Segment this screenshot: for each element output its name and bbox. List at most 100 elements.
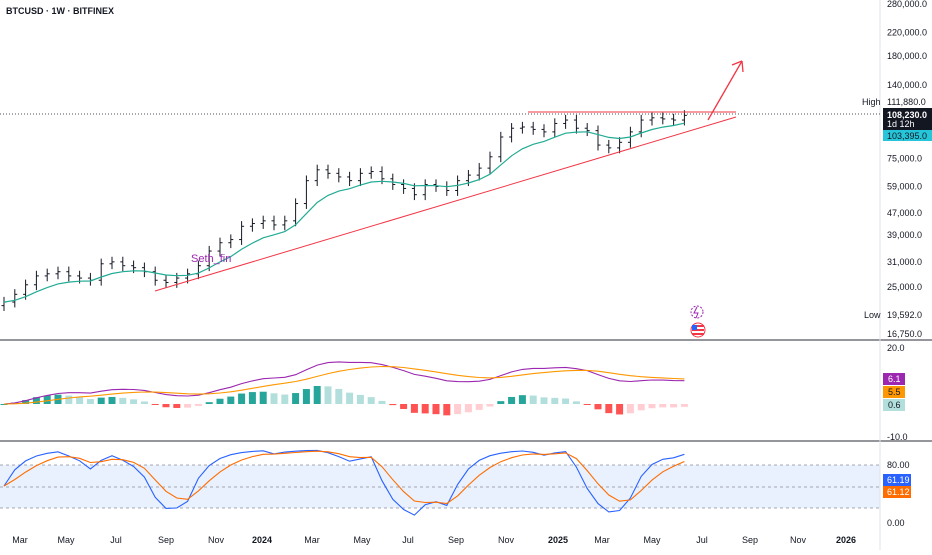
signal-value: 5.5 [888,387,901,397]
histogram-bar [292,393,300,404]
candles-group [1,110,687,312]
histogram-bar [270,393,278,404]
price-axis[interactable]: 280,000.0 220,000.0 180,000.0 140,000.0 75,0… [887,0,927,339]
time-tick: Sep [158,535,174,545]
stoch-band [0,465,880,508]
histogram-bar [572,401,580,404]
histogram-bar [302,389,310,404]
price-tick: 25,000.0 [887,282,922,292]
price-tick: 16,750.0 [887,329,922,339]
us-flag-icon[interactable] [690,322,706,338]
histogram-bar [259,391,267,404]
histogram-bar [356,394,364,404]
histogram-bar [281,394,289,404]
macd-value-badge [883,373,905,385]
stoch-tick-80: 80.00 [887,460,910,470]
stoch-d-value: 61.12 [887,487,910,497]
histogram-bar [594,404,602,410]
stoch-k-badge [883,474,911,486]
histogram-bar [432,404,440,415]
histogram-bar [32,397,40,404]
histogram-bar [486,404,494,407]
histogram-bar [0,404,8,405]
macd-line [3,361,685,405]
histogram-bar [205,402,213,404]
time-tick: Mar [594,535,610,545]
histogram-bar [400,404,408,409]
last-price-value: 108,230.0 [887,110,927,120]
histogram-bar [421,404,429,414]
time-tick: Mar [304,535,320,545]
histogram-bar [367,397,375,404]
histogram-bar [324,386,332,404]
histogram-bar [97,397,105,404]
histogram-bar [464,404,472,413]
histogram-bar [22,400,30,404]
histogram-bar [43,395,51,404]
time-tick: Jul [110,535,122,545]
histogram-bar [605,404,613,414]
price-tick: 180,000.0 [887,51,927,61]
histogram-bar [76,397,84,404]
macd-value: 6.1 [888,374,901,384]
arrow-head-icon [731,60,744,73]
author-watermark: Seth_fin [191,253,231,265]
stoch-k-value: 61.19 [887,475,910,485]
time-tick: Nov [790,535,807,545]
stoch-tick-0: 0.00 [887,518,905,528]
low-value: 19,592.0 [887,310,922,320]
stoch-d-badge [883,486,911,498]
histogram-bar [659,404,667,408]
histogram-bar [184,404,192,408]
histogram-value: 0.6 [888,400,901,410]
histogram-bar [238,393,246,404]
price-tick: 47,000.0 [887,208,922,218]
time-tick: May [353,535,371,545]
histogram-bar [540,397,548,404]
histogram-bar [151,404,159,405]
histogram-bar [497,401,505,404]
histogram-bar [670,404,678,408]
stoch-d-line [3,450,685,505]
histogram-bar [583,404,591,405]
time-tick: May [643,535,661,545]
support-trendline[interactable] [154,116,737,292]
time-tick: Mar [12,535,28,545]
histogram-bar [86,399,94,404]
histogram-bar [227,396,235,404]
histogram-bar [108,396,116,404]
chart-title: BTCUSD · 1W · BITFINEX [6,6,114,16]
histogram-bar [518,395,526,404]
histogram-bar [346,392,354,404]
macd-tick-bottom: -10.0 [887,432,908,442]
price-tick: 280,000.0 [887,0,927,9]
last-price-badge [883,108,932,130]
macd-histogram [0,385,688,416]
signal-value-badge [883,386,905,398]
stoch-k-line [3,449,685,516]
histogram-bar [443,404,451,416]
histogram-bar [551,397,559,404]
event-icon[interactable] [690,305,704,319]
signal-line [3,365,685,405]
price-tick: 31,000.0 [887,257,922,267]
histogram-bar [162,404,170,408]
histogram-bar [335,388,343,404]
price-tick: 59,000.0 [887,181,922,191]
histogram-bar [562,398,570,404]
price-tick: 39,000.0 [887,230,922,240]
histogram-value-badge [883,399,905,411]
histogram-bar [389,404,397,406]
histogram-bar [410,404,418,413]
time-tick: Jul [402,535,414,545]
histogram-bar [626,404,634,414]
time-tick: 2026 [836,535,856,545]
time-tick: 2025 [548,535,568,545]
projection-arrow[interactable] [707,60,743,121]
histogram-bar [140,401,148,404]
ma-price-badge [883,130,932,141]
histogram-bar [194,404,202,406]
time-axis[interactable]: Mar May Jul Sep Nov 2024 Mar May Jul Sep Nov 2025 Ma… [12,535,856,545]
histogram-bar [616,404,624,415]
